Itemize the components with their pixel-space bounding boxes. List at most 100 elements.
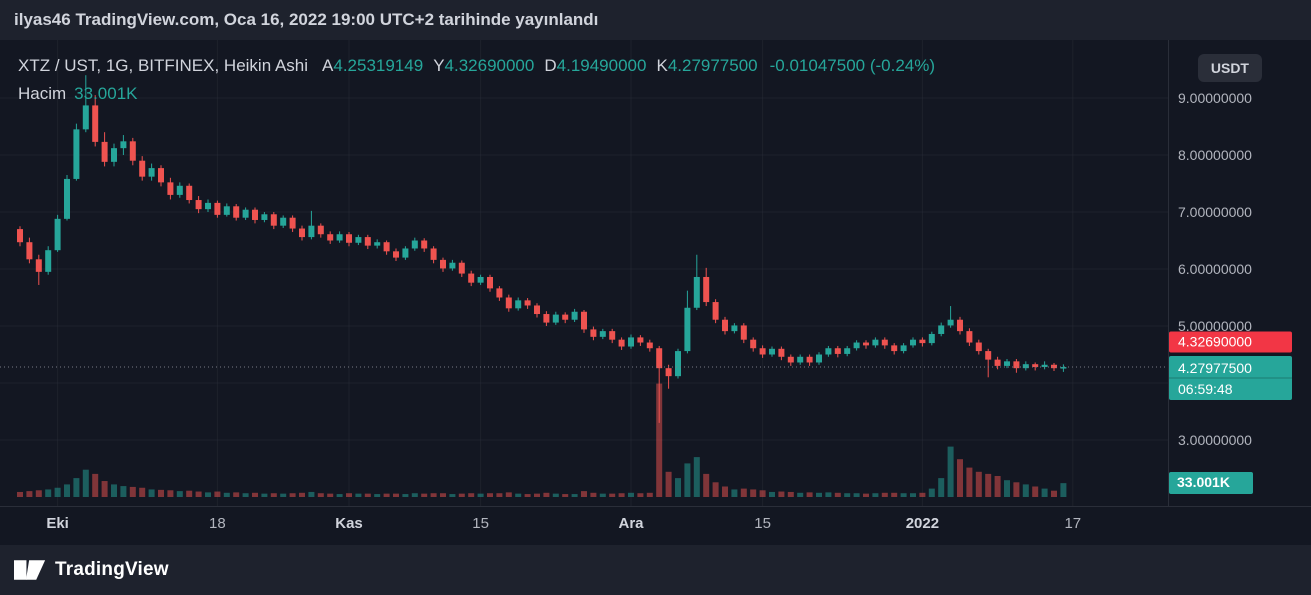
candle-body[interactable] [17, 229, 23, 243]
candle-body[interactable] [571, 311, 578, 320]
volume-bar[interactable] [881, 492, 888, 497]
candle-body[interactable] [346, 234, 352, 243]
candle-body[interactable] [1004, 361, 1010, 366]
volume-bar[interactable] [195, 491, 202, 497]
candle-body[interactable] [947, 319, 954, 326]
volume-bar[interactable] [787, 491, 794, 497]
volume-bar[interactable] [684, 463, 691, 497]
volume-bar[interactable] [515, 493, 522, 497]
volume-bar[interactable] [383, 493, 390, 497]
volume-bar[interactable] [393, 493, 399, 497]
volume-bar[interactable] [740, 488, 747, 497]
candle-body[interactable] [374, 242, 381, 246]
candle-body[interactable] [534, 305, 540, 315]
price-axis-label[interactable]: 9.00000000 [1178, 90, 1252, 106]
candle-body[interactable] [731, 325, 738, 332]
volume-bar[interactable] [317, 493, 324, 497]
volume-bar[interactable] [270, 493, 277, 497]
candle-body[interactable] [778, 348, 785, 357]
price-chart-canvas[interactable]: 9.00000000 8.00000000 7.00000000 6.00000000… [0, 40, 1311, 545]
candle-body[interactable] [740, 325, 747, 340]
candle-body[interactable] [975, 342, 982, 352]
volume-bar[interactable] [590, 492, 597, 497]
volume-bar[interactable] [402, 494, 409, 497]
volume-bar[interactable] [374, 494, 381, 497]
volume-bar[interactable] [609, 493, 616, 497]
volume-bar[interactable] [534, 493, 540, 497]
candle-body[interactable] [966, 331, 973, 343]
candle-body[interactable] [712, 302, 719, 320]
candle-body[interactable] [938, 325, 945, 334]
price-axis-label[interactable]: 5.00000000 [1178, 318, 1252, 334]
candle-body[interactable] [562, 314, 569, 320]
volume-bar[interactable] [646, 492, 653, 497]
volume-bar[interactable] [421, 493, 428, 497]
candle-body[interactable] [195, 200, 202, 210]
volume-bar[interactable] [92, 473, 99, 497]
candle-body[interactable] [327, 234, 334, 241]
volume-bar[interactable] [731, 489, 738, 497]
candle-body[interactable] [402, 248, 409, 258]
candle-body[interactable] [1013, 361, 1020, 369]
candle-body[interactable] [844, 348, 851, 354]
time-axis-label[interactable]: 18 [209, 515, 226, 532]
volume-bar[interactable] [505, 492, 512, 497]
volume-value-badge[interactable] [1169, 472, 1253, 494]
candle-body[interactable] [599, 331, 606, 337]
candle-body[interactable] [364, 237, 371, 246]
candle-body[interactable] [646, 342, 653, 349]
candle-body[interactable] [703, 276, 710, 303]
candle-body[interactable] [393, 251, 399, 258]
volume-bar[interactable] [656, 383, 663, 497]
volume-bar[interactable] [17, 491, 23, 497]
volume-bar[interactable] [176, 491, 183, 497]
volume-bar[interactable] [665, 471, 672, 497]
candle-body[interactable] [693, 276, 700, 308]
candle-body[interactable] [722, 319, 728, 332]
volume-bar[interactable] [872, 493, 879, 497]
candle-body[interactable] [233, 206, 240, 218]
volume-bar[interactable] [966, 467, 973, 497]
time-axis-label[interactable]: Eki [46, 515, 69, 532]
candle-body[interactable] [383, 242, 390, 252]
candle-body[interactable] [214, 202, 221, 215]
price-axis-label[interactable]: 7.00000000 [1178, 204, 1252, 220]
volume-bar[interactable] [167, 490, 174, 497]
volume-bar[interactable] [1013, 482, 1020, 497]
candle-body[interactable] [111, 148, 117, 162]
volume-bar[interactable] [769, 491, 775, 497]
volume-bar[interactable] [975, 471, 982, 497]
candle-body[interactable] [148, 168, 155, 177]
candle-body[interactable] [186, 185, 193, 201]
volume-bar[interactable] [1041, 488, 1048, 497]
volume-bar[interactable] [364, 493, 371, 497]
volume-bar[interactable] [947, 446, 954, 497]
volume-bar[interactable] [797, 492, 804, 497]
candle-body[interactable] [92, 105, 99, 142]
volume-bar[interactable] [1060, 483, 1067, 497]
candle-body[interactable] [900, 345, 907, 352]
candle-body[interactable] [54, 218, 61, 251]
volume-bar[interactable] [411, 493, 418, 497]
volume-bar[interactable] [778, 491, 785, 497]
volume-bar[interactable] [618, 493, 625, 497]
volume-bar[interactable] [158, 489, 164, 497]
volume-bar[interactable] [336, 494, 343, 497]
candle-body[interactable] [505, 297, 512, 309]
volume-bar[interactable] [440, 493, 446, 497]
volume-bar[interactable] [863, 493, 869, 497]
candle-body[interactable] [129, 141, 136, 161]
volume-bar[interactable] [299, 492, 305, 497]
candle-body[interactable] [421, 240, 428, 249]
candle-body[interactable] [458, 262, 465, 274]
time-axis-label[interactable]: Ara [618, 515, 644, 532]
candle-body[interactable] [73, 129, 80, 179]
candle-body[interactable] [120, 141, 127, 149]
volume-bar[interactable] [214, 491, 221, 497]
volume-bar[interactable] [637, 493, 644, 497]
volume-bar[interactable] [759, 490, 766, 497]
candle-body[interactable] [910, 339, 916, 346]
candle-body[interactable] [609, 331, 616, 340]
volume-bar[interactable] [919, 492, 926, 497]
volume-bar[interactable] [825, 492, 832, 497]
